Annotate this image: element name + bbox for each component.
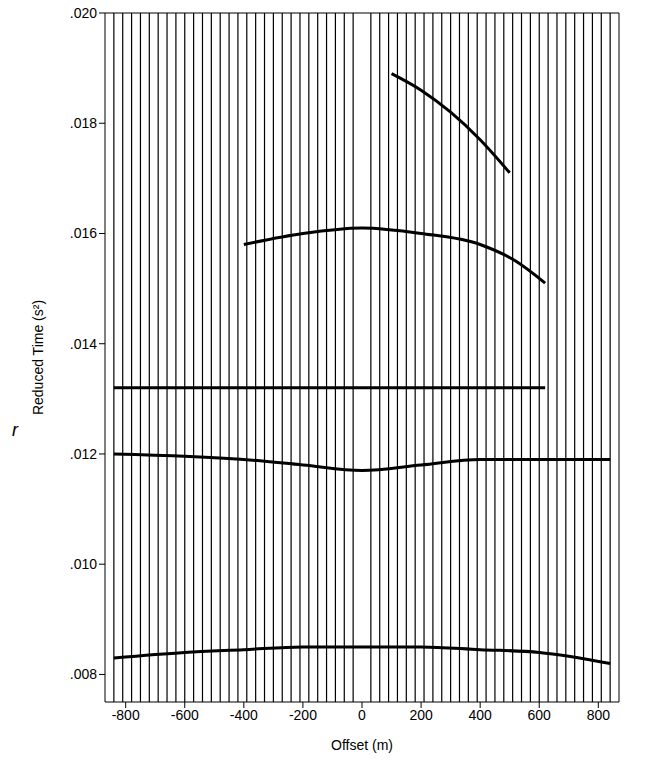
svg-text:.020: .020 (70, 5, 97, 21)
svg-text:-200: -200 (289, 707, 317, 723)
svg-text:.012: .012 (70, 446, 97, 462)
html-text:r: r (12, 420, 18, 440)
svg-text:0: 0 (358, 707, 366, 723)
svg-text:Reduced Time (s²): Reduced Time (s²) (30, 300, 46, 415)
svg-text:800: 800 (587, 707, 611, 723)
svg-text:600: 600 (528, 707, 552, 723)
svg-text:-800: -800 (112, 707, 140, 723)
svg-text:400: 400 (468, 707, 492, 723)
svg-text:.018: .018 (70, 115, 97, 131)
svg-text:-600: -600 (171, 707, 199, 723)
svg-text:Offset (m): Offset (m) (331, 737, 393, 753)
svg-text:.008: .008 (70, 666, 97, 682)
svg-text:-400: -400 (230, 707, 258, 723)
svg-text:.014: .014 (70, 336, 97, 352)
svg-text:200: 200 (409, 707, 433, 723)
svg-text:.010: .010 (70, 556, 97, 572)
svg-text:.016: .016 (70, 225, 97, 241)
